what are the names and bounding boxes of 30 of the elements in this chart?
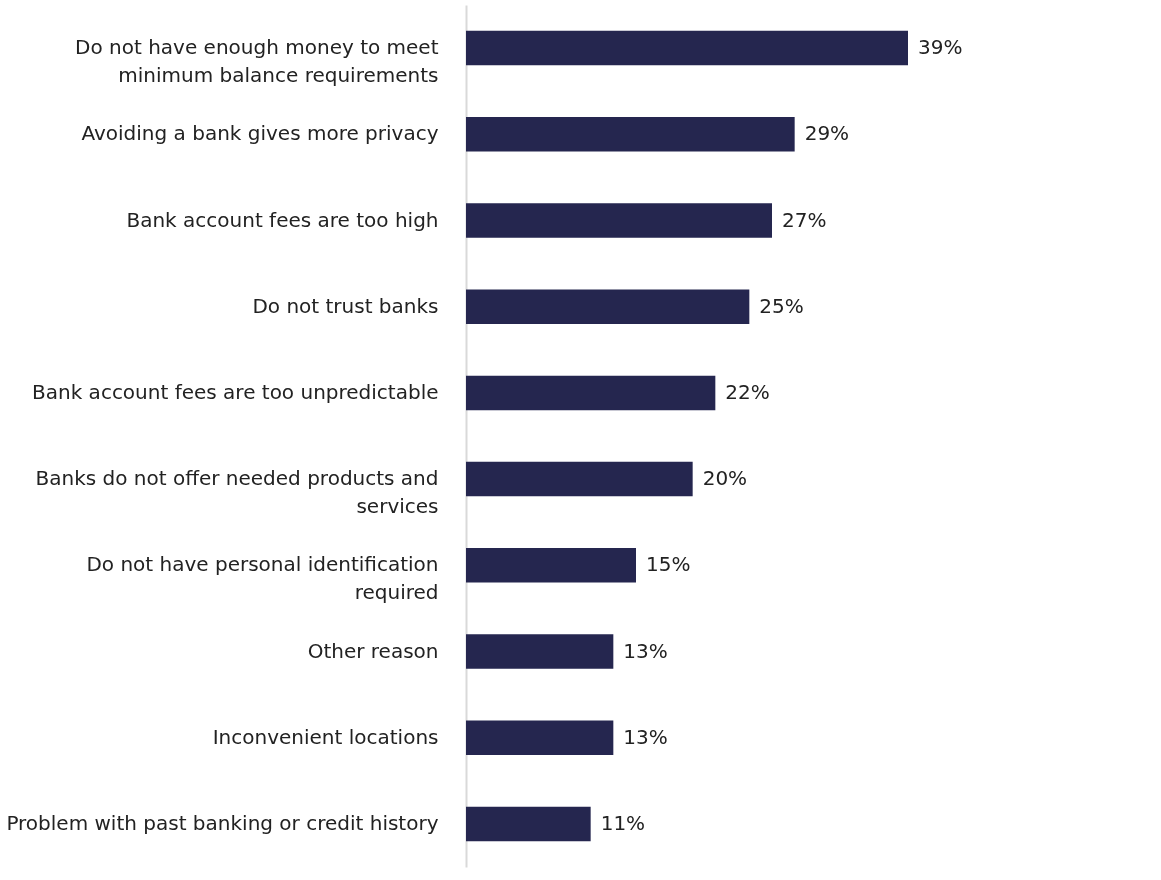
- data-label: 25%: [759, 293, 804, 318]
- bar: [466, 720, 614, 755]
- data-label: 29%: [804, 121, 850, 146]
- y-tick-label: Do not trust banks: [252, 293, 439, 318]
- data-label: 39%: [918, 35, 963, 60]
- bar: [466, 289, 750, 324]
- bar: [466, 634, 614, 669]
- bar: [466, 806, 591, 842]
- data-label: 22%: [725, 379, 770, 404]
- data-label: 20%: [702, 466, 748, 491]
- y-tick-label: Avoiding a bank gives more privacy: [81, 121, 439, 146]
- data-label: 13%: [623, 638, 668, 663]
- y-tick-label: Do not have enough money to meet minimum balance requirements: [75, 35, 439, 88]
- bar: [466, 375, 716, 411]
- y-tick-label: Inconvenient locations: [212, 724, 439, 749]
- bar: [466, 30, 908, 66]
- y-tick-label: Problem with past banking or credit history: [6, 810, 439, 835]
- data-label: 27%: [782, 207, 827, 232]
- y-tick-label: Do not have personal identification required: [86, 552, 439, 605]
- bar: [466, 461, 693, 497]
- data-label: 13%: [623, 724, 668, 749]
- data-label: 15%: [646, 552, 691, 577]
- y-tick-label: Bank account fees are too high: [126, 207, 439, 232]
- y-tick-label: Other reason: [307, 638, 439, 663]
- data-label: 11%: [600, 810, 646, 835]
- bar: [466, 117, 795, 152]
- y-tick-label: Banks do not offer needed products and services: [35, 466, 439, 519]
- bar: [466, 203, 772, 238]
- y-tick-label: Bank account fees are too unpredictable: [32, 379, 439, 404]
- bar: [466, 548, 636, 583]
